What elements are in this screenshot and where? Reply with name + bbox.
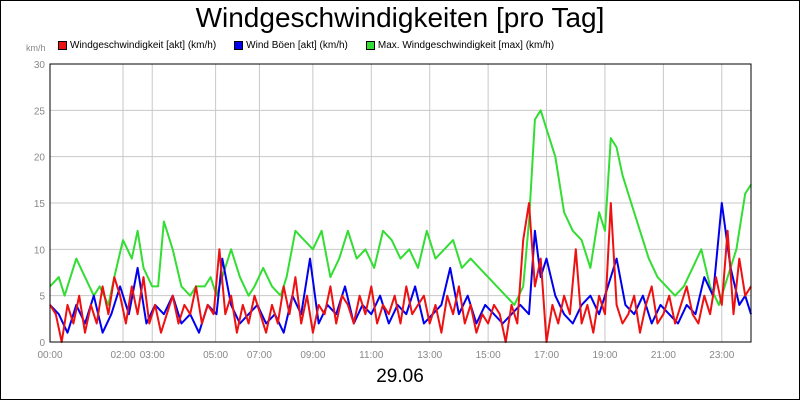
legend-label-wind-speed: Windgeschwindigkeit [akt] (km/h): [70, 39, 217, 51]
x-tick-label: 00:00: [37, 350, 62, 361]
series-line-gusts: [49, 202, 752, 334]
legend-swatch-wind-speed: [58, 40, 67, 50]
x-tick-label: 19:00: [592, 350, 617, 361]
y-tick-label: 15: [34, 199, 46, 210]
legend-item-wind-speed: Windgeschwindigkeit [akt] (km/h): [58, 40, 216, 51]
x-tick-label: 17:00: [534, 350, 559, 361]
series-line-wind-speed: [49, 202, 752, 343]
date-label: 29.06: [376, 366, 424, 387]
series-line-max-wind: [49, 109, 752, 306]
legend-label-max-wind: Max. Windgeschwindigkeit [max] (km/h): [377, 39, 555, 51]
y-tick-label: 30: [34, 60, 46, 71]
y-axis-unit: km/h: [26, 43, 46, 53]
y-tick-label: 20: [34, 153, 46, 164]
legend-item-gusts: Wind Böen [akt] (km/h): [234, 40, 348, 51]
x-tick-label: 07:00: [247, 350, 272, 361]
legend-item-max-wind: Max. Windgeschwindigkeit [max] (km/h): [365, 39, 555, 51]
y-tick-label: 5: [39, 292, 45, 303]
legend-swatch-gusts: [234, 40, 244, 50]
x-tick-label: 09:00: [300, 350, 325, 361]
y-tick-label: 25: [34, 106, 46, 117]
x-tick-label: 03:00: [140, 350, 165, 361]
grid: [49, 63, 751, 343]
y-tick-label: 0: [39, 338, 45, 349]
x-tick-label: 05:00: [203, 350, 228, 361]
x-tick-label: 23:00: [709, 350, 734, 361]
x-tick-label: 21:00: [651, 350, 676, 361]
x-ticks: 00:00 02:00 03:00 05:00 07:00 09:00 11:00 13:00…: [37, 350, 734, 361]
legend: Windgeschwindigkeit [akt] (km/h) Wind Bö…: [58, 38, 572, 52]
y-ticks: 0 5 10 15 20 25 30: [34, 60, 46, 349]
series-lines: [49, 109, 752, 343]
x-tick-label: 11:00: [359, 350, 384, 361]
chart-title: Windgeschwindigkeiten [pro Tag]: [195, 2, 605, 33]
plot-border: [49, 63, 752, 343]
legend-label-gusts: Wind Böen [akt] (km/h): [246, 39, 348, 51]
x-tick-label: 13:00: [417, 350, 442, 361]
legend-swatch-max-wind: [365, 40, 375, 50]
x-tick-label: 02:00: [111, 350, 136, 361]
x-tick-label: 15:00: [476, 350, 501, 361]
y-tick-label: 10: [34, 245, 46, 256]
